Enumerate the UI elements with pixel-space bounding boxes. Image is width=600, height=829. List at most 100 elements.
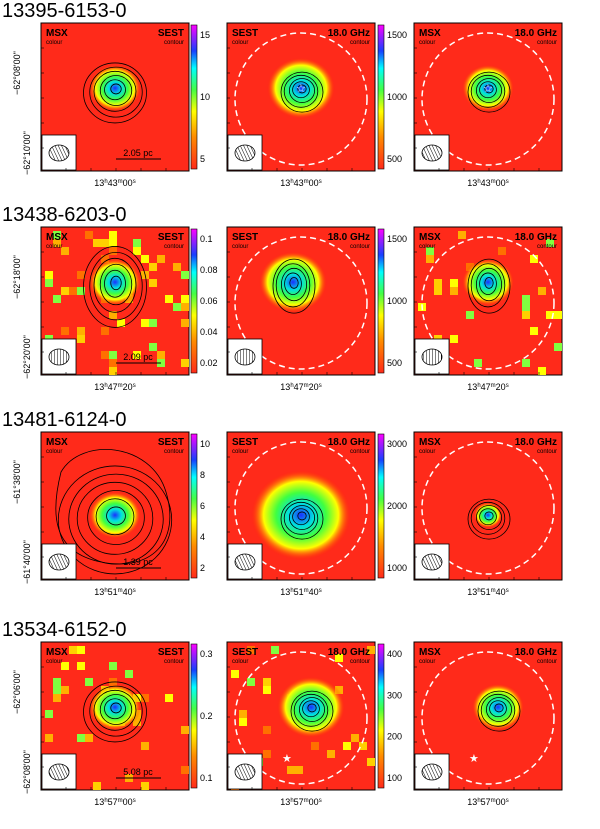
noise-pixel (61, 662, 69, 670)
corner-label-left: MSX (46, 647, 68, 658)
colorbar-tick-label: 500 (387, 154, 402, 164)
noise-pixel (53, 686, 61, 694)
noise-pixel (149, 279, 157, 287)
contour-line (302, 700, 320, 718)
contour-line (479, 272, 497, 295)
noise-pixel (109, 367, 117, 375)
noise-pixel (149, 263, 157, 271)
source-title: 13534-6152-0 (2, 619, 127, 641)
colorbar-tick-label: 10 (200, 92, 210, 102)
colorbar-tick-label: 1500 (387, 30, 407, 40)
noise-pixel (77, 662, 85, 670)
noise-pixel (359, 742, 367, 750)
ra-axis-label: 13h43m00s (280, 178, 321, 188)
colorbar-tick-label: 0.1 (200, 773, 213, 783)
noise-pixel (69, 646, 77, 654)
noise-pixel (77, 327, 85, 335)
corner-sub-left: colour (232, 659, 248, 665)
contour-line (57, 465, 173, 575)
corner-label-right: 18.0 GHz (328, 437, 370, 448)
noise-pixel (247, 646, 255, 654)
contour-line (89, 66, 143, 118)
noise-pixel (157, 351, 165, 359)
star-icon: ☆ (483, 83, 493, 95)
corner-label-left: MSX (419, 437, 441, 448)
noise-pixel (133, 247, 141, 255)
colorbar-tick-label: 15 (200, 30, 210, 40)
corner-label-right: 18.0 GHz (515, 232, 557, 243)
colorbar (190, 228, 198, 374)
noise-pixel (181, 319, 189, 327)
noise-pixel (181, 726, 189, 734)
corner-sub-left: colour (232, 244, 248, 250)
noise-pixel (77, 287, 85, 295)
noise-pixel (450, 279, 458, 287)
corner-sub-left: colour (46, 244, 62, 250)
ra-axis-label: 13h51m40s (467, 587, 508, 597)
contour-line (307, 703, 317, 713)
contour-line (93, 257, 137, 313)
ra-axis-label: 13h51m40s (280, 587, 321, 597)
ra-axis-label: 13h43m00s (94, 178, 135, 188)
contour-line (95, 498, 135, 536)
noise-pixel (117, 319, 125, 327)
noise-pixel (554, 311, 562, 319)
colorbar-tick-label: 400 (387, 649, 402, 659)
colorbar (377, 433, 385, 579)
contour-line (484, 277, 494, 289)
contour-line (104, 698, 126, 720)
corner-label-right: 18.0 GHz (328, 232, 370, 243)
contour-line (110, 275, 122, 291)
noise-pixel (538, 287, 546, 295)
colorbar-tick-label: 3000 (387, 439, 407, 449)
ra-axis-label: 13h47m20s (467, 382, 508, 392)
contour-line (110, 83, 122, 95)
noise-pixel (133, 239, 141, 247)
star-icon: ★ (282, 753, 292, 765)
row-1: 13438-6203-0−62°18'00''−62°20'00''MSXcol… (2, 204, 563, 392)
beam-ellipse-icon (421, 348, 443, 366)
contour-line (83, 681, 147, 743)
emission-blob (472, 683, 524, 731)
noise-pixel (474, 359, 482, 367)
noise-pixel (85, 678, 93, 686)
noise-pixel (53, 295, 61, 303)
contour-line (470, 74, 506, 108)
noise-pixel (149, 343, 157, 351)
colorbar-tick-label: 200 (387, 732, 402, 742)
row-3: 13534-6152-0−62°06'00''−62°08'00''MSXcol… (2, 619, 563, 807)
contour-line (87, 490, 145, 545)
corner-label-left: MSX (419, 232, 441, 243)
corner-label-left: MSX (419, 647, 441, 658)
noise-pixel (434, 279, 442, 287)
beam-ellipse-icon (421, 553, 443, 571)
contour-line (93, 689, 137, 731)
noise-pixel (157, 255, 165, 263)
contour-line (76, 481, 154, 555)
noise-pixel (133, 351, 141, 359)
emission-blob (89, 64, 141, 112)
ra-axis-label: 13h47m20s (94, 382, 135, 392)
corner-sub-left: colour (232, 449, 248, 455)
primary-beam-circle (421, 236, 555, 370)
noise-pixel (181, 271, 189, 279)
noise-pixel (263, 726, 271, 734)
noise-pixel (522, 303, 530, 311)
contour-line (110, 702, 122, 714)
colorbar-tick-label: 4 (200, 532, 205, 542)
scale-bar-label: 5.08 pc (123, 767, 153, 777)
noise-pixel (426, 247, 434, 255)
noise-pixel (263, 678, 271, 686)
corner-sub-right: contour (164, 659, 184, 665)
row-0: 13395-6153-0−62°08'00''−62°10'00''MSXcol… (2, 0, 563, 188)
contour-line (475, 267, 502, 302)
noise-pixel (69, 287, 77, 295)
noise-pixel (141, 694, 149, 702)
primary-beam-circle (234, 32, 368, 166)
colorbar-tick-label: 10 (200, 439, 210, 449)
contour-line (467, 258, 511, 314)
ra-axis-label: 13h43m00s (467, 178, 508, 188)
colorbar-tick-label: 0.04 (200, 327, 218, 337)
